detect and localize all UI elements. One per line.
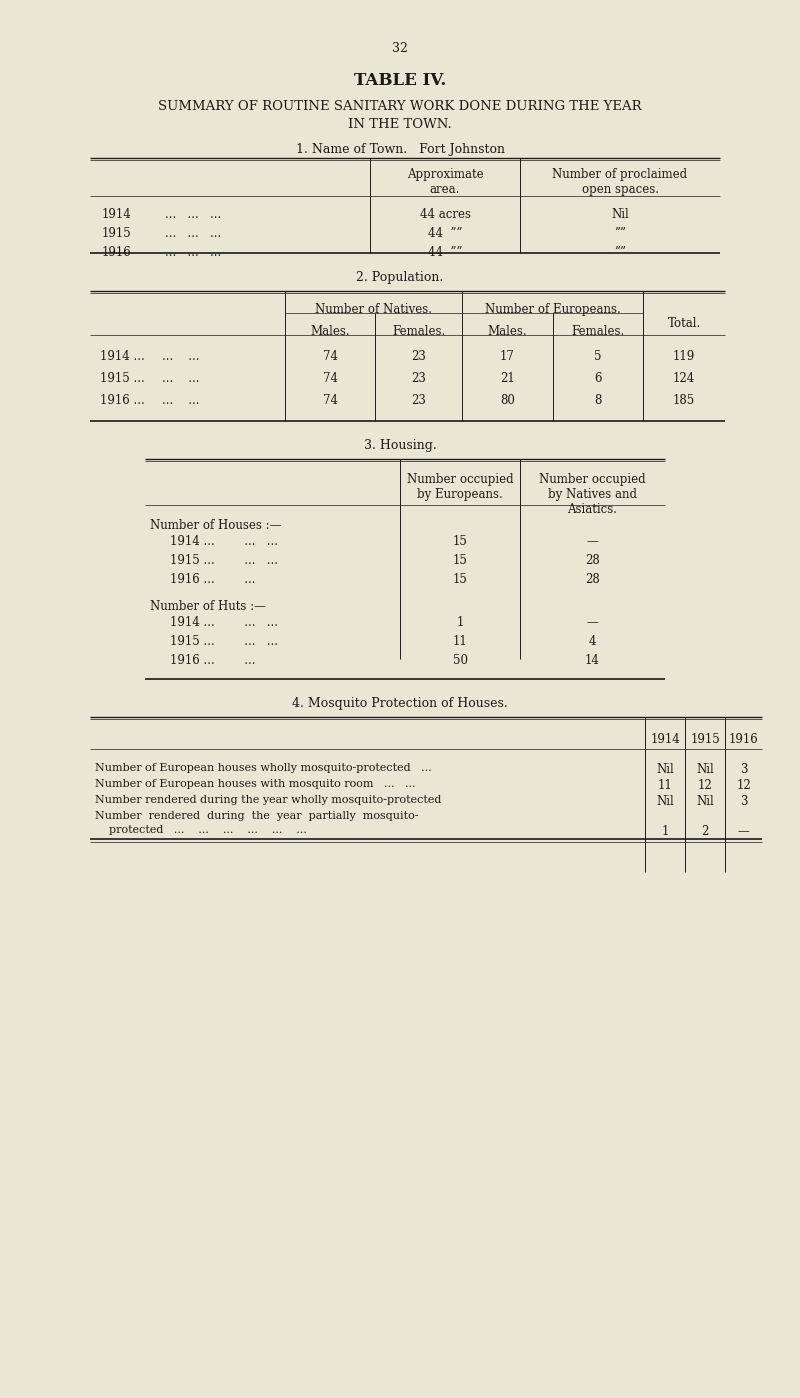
Text: 4. Mosquito Protection of Houses.: 4. Mosquito Protection of Houses. (292, 698, 508, 710)
Text: Nil: Nil (611, 208, 629, 221)
Text: Number of Europeans.: Number of Europeans. (485, 303, 620, 316)
Text: 74: 74 (322, 394, 338, 407)
Text: 15: 15 (453, 573, 467, 586)
Text: ...    ...: ... ... (162, 394, 199, 407)
Text: 28: 28 (585, 573, 600, 586)
Text: TABLE IV.: TABLE IV. (354, 73, 446, 89)
Text: 1: 1 (456, 617, 464, 629)
Text: ...: ... (233, 573, 255, 586)
Text: 15: 15 (453, 554, 467, 568)
Text: 1915 ...: 1915 ... (170, 635, 214, 649)
Text: Nil: Nil (656, 763, 674, 776)
Text: 2: 2 (702, 825, 709, 837)
Text: Number of European houses wholly mosquito-protected   ...: Number of European houses wholly mosquit… (95, 763, 432, 773)
Text: Nil: Nil (696, 763, 714, 776)
Text: 44  ””: 44 ”” (428, 226, 462, 240)
Text: Approximate
area.: Approximate area. (406, 168, 483, 196)
Text: 14: 14 (585, 654, 600, 667)
Text: 23: 23 (411, 394, 426, 407)
Text: Males.: Males. (310, 324, 350, 338)
Text: SUMMARY OF ROUTINE SANITARY WORK DONE DURING THE YEAR: SUMMARY OF ROUTINE SANITARY WORK DONE DU… (158, 101, 642, 113)
Text: Females.: Females. (392, 324, 445, 338)
Text: ...   ...: ... ... (233, 635, 278, 649)
Text: 11: 11 (658, 779, 672, 793)
Text: 1914 ...: 1914 ... (170, 535, 214, 548)
Text: 4: 4 (589, 635, 596, 649)
Text: 23: 23 (411, 350, 426, 363)
Text: 1916 ...: 1916 ... (170, 654, 214, 667)
Text: ...   ...: ... ... (233, 617, 278, 629)
Text: 1: 1 (662, 825, 669, 837)
Text: ...   ...   ...: ... ... ... (165, 226, 222, 240)
Text: 23: 23 (411, 372, 426, 384)
Text: 32: 32 (392, 42, 408, 55)
Text: 3: 3 (740, 795, 747, 808)
Text: 1916 ...: 1916 ... (170, 573, 214, 586)
Text: ...   ...: ... ... (233, 554, 278, 568)
Text: 28: 28 (585, 554, 600, 568)
Text: 1914: 1914 (102, 208, 132, 221)
Text: —: — (586, 617, 598, 629)
Text: 11: 11 (453, 635, 467, 649)
Text: Number  rendered  during  the  year  partially  mosquito-: Number rendered during the year partiall… (95, 811, 418, 821)
Text: Total.: Total. (667, 317, 701, 330)
Text: Number rendered during the year wholly mosquito-protected: Number rendered during the year wholly m… (95, 795, 442, 805)
Text: Number occupied
by Natives and
Asiatics.: Number occupied by Natives and Asiatics. (539, 473, 646, 516)
Text: 15: 15 (453, 535, 467, 548)
Text: 1915: 1915 (690, 733, 720, 747)
Text: ...    ...: ... ... (162, 350, 199, 363)
Text: Number occupied
by Europeans.: Number occupied by Europeans. (406, 473, 514, 500)
Text: —: — (586, 535, 598, 548)
Text: 1915 ...: 1915 ... (100, 372, 145, 384)
Text: 1914: 1914 (650, 733, 680, 747)
Text: 8: 8 (594, 394, 602, 407)
Text: 1915: 1915 (102, 226, 132, 240)
Text: 74: 74 (322, 372, 338, 384)
Text: 6: 6 (594, 372, 602, 384)
Text: —: — (738, 825, 750, 837)
Text: 80: 80 (500, 394, 515, 407)
Text: ””: ”” (614, 246, 626, 259)
Text: ...   ...   ...: ... ... ... (165, 208, 222, 221)
Text: 1916: 1916 (729, 733, 758, 747)
Text: 3. Housing.: 3. Housing. (364, 439, 436, 452)
Text: 21: 21 (500, 372, 515, 384)
Text: Females.: Females. (571, 324, 625, 338)
Text: 1914 ...: 1914 ... (170, 617, 214, 629)
Text: 74: 74 (322, 350, 338, 363)
Text: 1. Name of Town.   Fort Johnston: 1. Name of Town. Fort Johnston (295, 143, 505, 157)
Text: Number of European houses with mosquito room   ...   ...: Number of European houses with mosquito … (95, 779, 415, 788)
Text: ””: ”” (614, 226, 626, 240)
Text: 17: 17 (500, 350, 515, 363)
Text: Males.: Males. (488, 324, 527, 338)
Text: 44 acres: 44 acres (419, 208, 470, 221)
Text: 119: 119 (673, 350, 695, 363)
Text: 12: 12 (698, 779, 712, 793)
Text: Number of Huts :—: Number of Huts :— (150, 600, 266, 612)
Text: ...   ...   ...: ... ... ... (165, 246, 222, 259)
Text: IN THE TOWN.: IN THE TOWN. (348, 117, 452, 131)
Text: ...    ...: ... ... (162, 372, 199, 384)
Text: 2. Population.: 2. Population. (356, 271, 444, 284)
Text: 44  ””: 44 ”” (428, 246, 462, 259)
Text: 50: 50 (453, 654, 467, 667)
Text: Number of Natives.: Number of Natives. (315, 303, 432, 316)
Text: Nil: Nil (696, 795, 714, 808)
Text: 185: 185 (673, 394, 695, 407)
Text: ...   ...: ... ... (233, 535, 278, 548)
Text: protected   ...    ...    ...    ...    ...    ...: protected ... ... ... ... ... ... (95, 825, 307, 835)
Text: 3: 3 (740, 763, 747, 776)
Text: 124: 124 (673, 372, 695, 384)
Text: 1916: 1916 (102, 246, 132, 259)
Text: 5: 5 (594, 350, 602, 363)
Text: 1916 ...: 1916 ... (100, 394, 145, 407)
Text: Nil: Nil (656, 795, 674, 808)
Text: 1914 ...: 1914 ... (100, 350, 145, 363)
Text: 12: 12 (736, 779, 751, 793)
Text: ...: ... (233, 654, 255, 667)
Text: Number of proclaimed
open spaces.: Number of proclaimed open spaces. (553, 168, 687, 196)
Text: Number of Houses :—: Number of Houses :— (150, 519, 282, 533)
Text: 1915 ...: 1915 ... (170, 554, 214, 568)
